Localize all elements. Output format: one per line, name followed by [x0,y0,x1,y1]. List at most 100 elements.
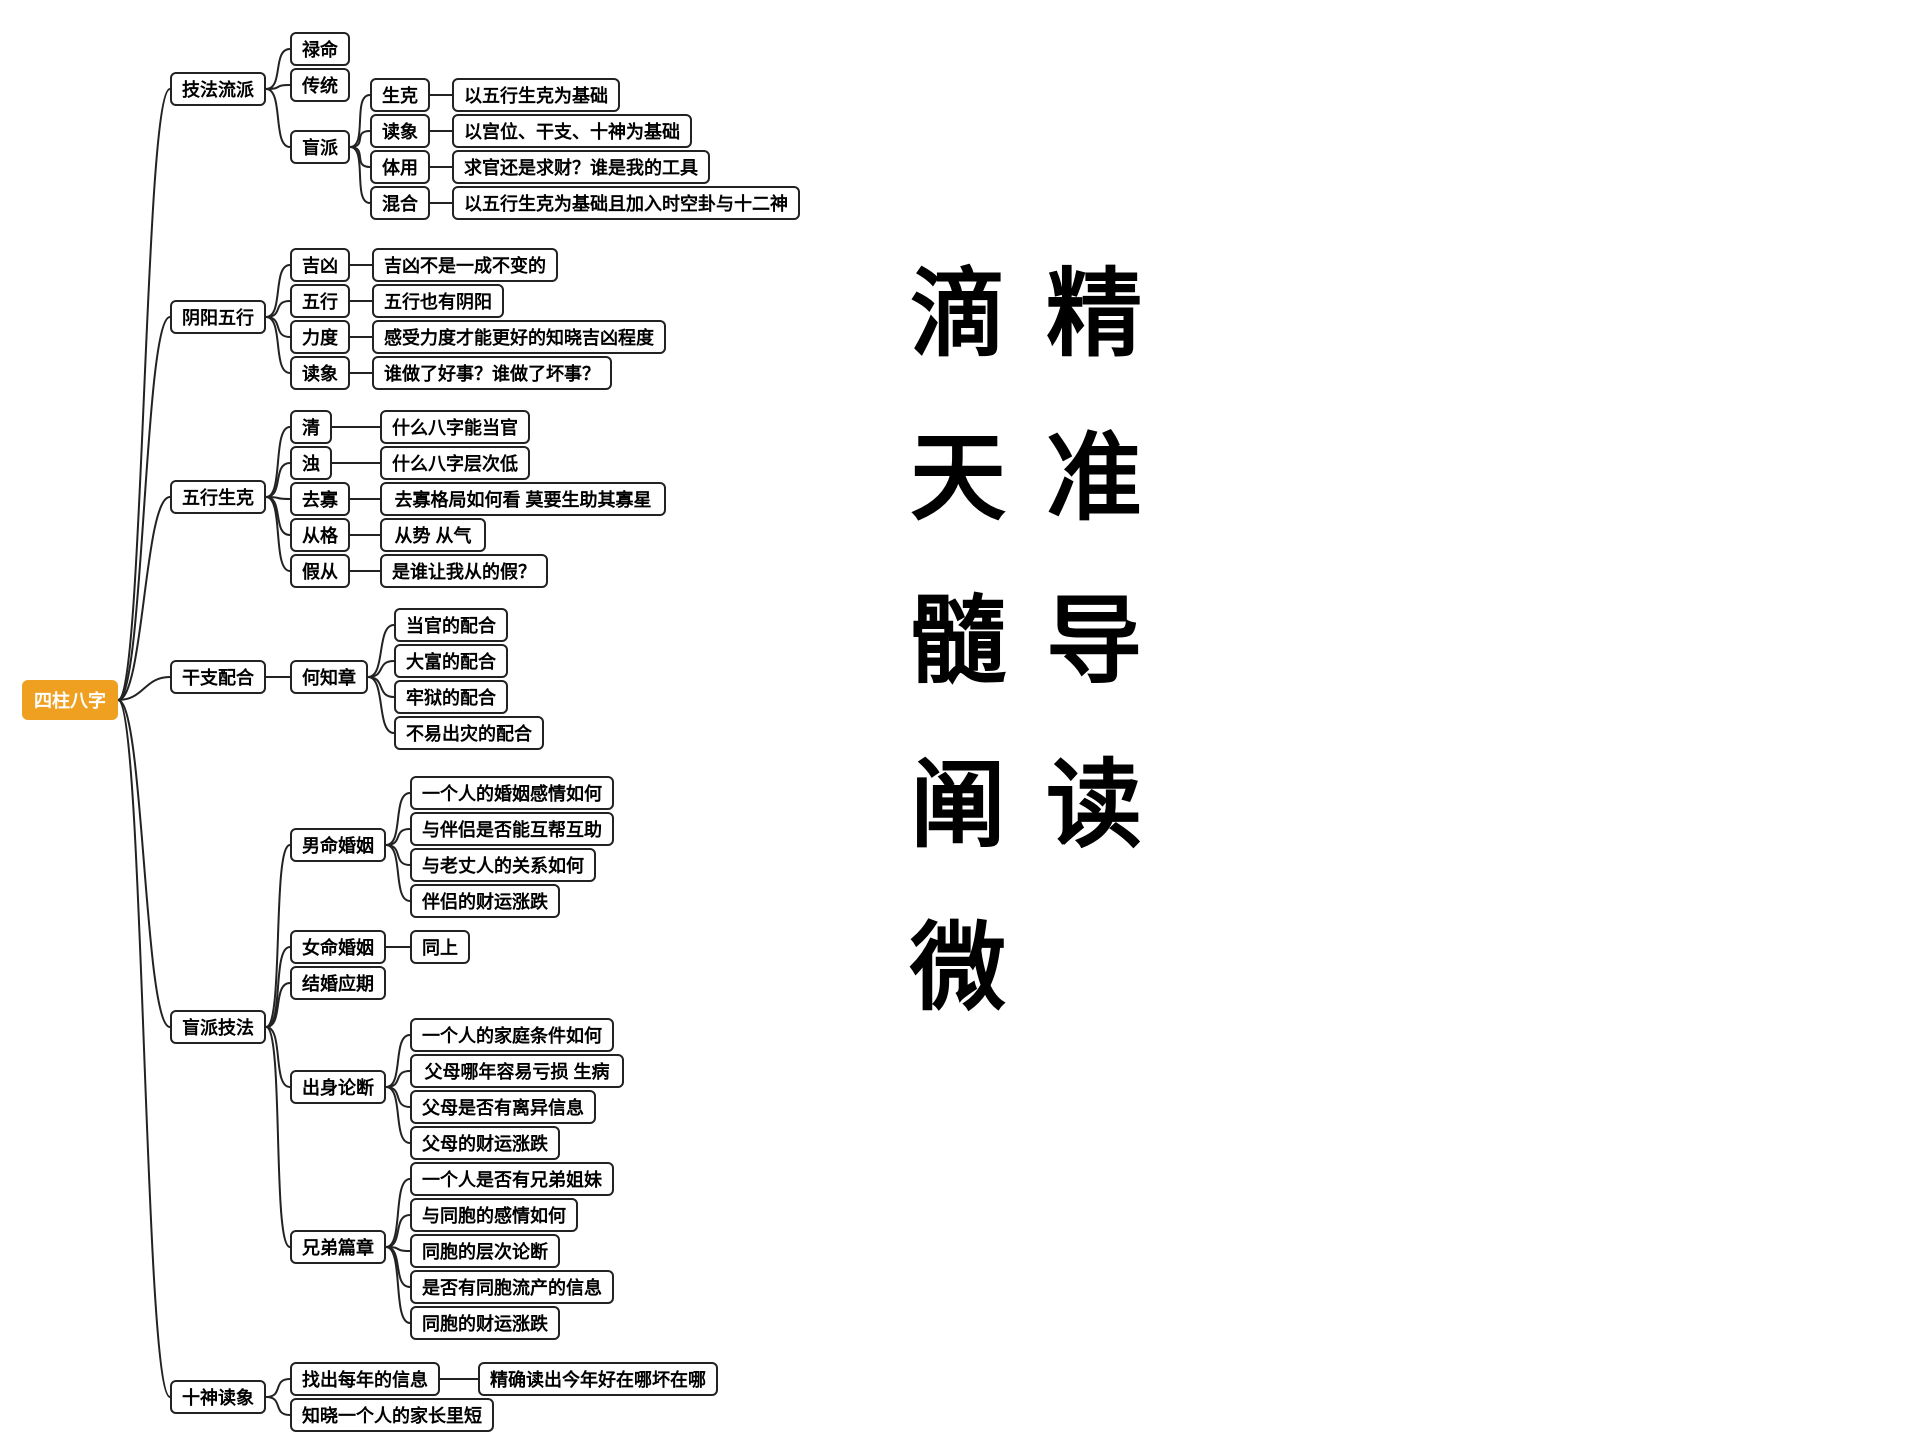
node-n1c2: 读象 [370,114,430,148]
node-n1a: 禄命 [290,32,350,66]
node-n6: 十神读象 [170,1380,266,1414]
node-n4a: 何知章 [290,660,368,694]
node-n2b1: 五行也有阴阳 [372,284,504,318]
node-label: 阴阳五行 [182,304,254,330]
node-label: 男命婚姻 [302,832,374,858]
node-label: 从格 [302,522,338,548]
headline-char: 准 [1046,414,1142,544]
edge [386,1035,410,1087]
headline-char: 微 [910,904,1006,1034]
edge [266,983,290,1027]
node-n4a3: 牢狱的配合 [394,680,508,714]
node-n3e1: 是谁让我从的假？ [380,554,548,588]
node-label: 同上 [422,934,458,960]
node-label: 兄弟篇章 [302,1234,374,1260]
edge [118,317,170,700]
edge [266,497,290,571]
node-label: 五行也有阴阳 [384,288,492,314]
headline-column: 精准导读 [1046,250,1142,1034]
edge [266,463,290,497]
edge [266,265,290,317]
edge [266,497,290,499]
node-label: 一个人是否有兄弟姐妹 [422,1166,602,1192]
node-n2a1: 吉凶不是一成不变的 [372,248,558,282]
node-n3c: 去寡 [290,482,350,516]
node-n3a: 清 [290,410,332,444]
node-n5b1: 同上 [410,930,470,964]
node-label: 父母的财运涨跌 [422,1130,548,1156]
node-label: 去寡 [302,486,338,512]
node-label: 禄命 [302,36,338,62]
node-n5a3: 与老丈人的关系如何 [410,848,596,882]
node-n5: 盲派技法 [170,1010,266,1044]
node-n4a4: 不易出灾的配合 [394,716,544,750]
edge [386,793,410,845]
headline-char: 阐 [910,741,1006,871]
node-label: 干支配合 [182,664,254,690]
node-n5d4: 父母的财运涨跌 [410,1126,560,1160]
node-n5e4: 是否有同胞流产的信息 [410,1270,614,1304]
node-label: 大富的配合 [406,648,496,674]
edge [386,1215,410,1247]
node-n4a1: 当官的配合 [394,608,508,642]
headline-column: 滴天髓阐微 [910,250,1006,1034]
node-label: 以五行生克为基础 [464,82,608,108]
node-n1c4d: 以五行生克为基础且加入时空卦与十二神 [452,186,800,220]
node-n2a: 吉凶 [290,248,350,282]
node-label: 力度 [302,324,338,350]
edge [266,301,290,317]
node-label: 读象 [382,118,418,144]
node-label: 找出每年的信息 [302,1366,428,1392]
node-label: 同胞的财运涨跌 [422,1310,548,1336]
edge [266,845,290,1027]
node-label: 牢狱的配合 [406,684,496,710]
edge [118,700,170,1397]
node-label: 与同胞的感情如何 [422,1202,566,1228]
edge [266,89,290,147]
node-n6b: 知晓一个人的家长里短 [290,1398,494,1432]
node-label: 假从 [302,558,338,584]
node-label: 吉凶不是一成不变的 [384,252,546,278]
mindmap-canvas: 滴天髓阐微精准导读 四柱八字技法流派禄命传统盲派生克读象体用混合以五行生克为基础… [0,0,1921,1440]
node-n4a2: 大富的配合 [394,644,508,678]
edge [386,1247,410,1323]
edge [386,829,410,845]
edge [118,89,170,700]
node-n5d: 出身论断 [290,1070,386,1104]
node-label: 五行生克 [182,484,254,510]
edge [266,1379,290,1397]
node-label: 感受力度才能更好的知晓吉凶程度 [384,324,654,350]
node-n2d: 读象 [290,356,350,390]
node-n5e2: 与同胞的感情如何 [410,1198,578,1232]
node-n1c3d: 求官还是求财？谁是我的工具 [452,150,710,184]
edge [266,497,290,535]
edge [350,147,370,167]
node-n2b: 五行 [290,284,350,318]
node-label: 求官还是求财？谁是我的工具 [464,154,698,180]
node-label: 出身论断 [302,1074,374,1100]
headline-char: 滴 [910,250,1006,380]
node-label: 何知章 [302,664,356,690]
node-n5c: 结婚应期 [290,966,386,1000]
node-n3e: 假从 [290,554,350,588]
node-label: 浊 [302,450,320,476]
node-label: 以宫位、干支、十神为基础 [464,118,680,144]
node-label: 一个人的家庭条件如何 [422,1022,602,1048]
node-n1c1: 生克 [370,78,430,112]
node-label: 十神读象 [182,1384,254,1410]
node-label: 知晓一个人的家长里短 [302,1402,482,1428]
edge [386,845,410,901]
headline-char: 读 [1046,741,1142,871]
headline-title: 滴天髓阐微精准导读 [910,250,1142,1034]
node-n3d: 从格 [290,518,350,552]
node-n5e3: 同胞的层次论断 [410,1234,560,1268]
edge [368,625,394,677]
node-n5d1: 一个人的家庭条件如何 [410,1018,614,1052]
node-label: 同胞的层次论断 [422,1238,548,1264]
node-n5a2: 与伴侣是否能互帮互助 [410,812,614,846]
node-n5b: 女命婚姻 [290,930,386,964]
node-n2c: 力度 [290,320,350,354]
node-label: 什么八字层次低 [392,450,518,476]
edge [266,427,290,497]
node-label: 女命婚姻 [302,934,374,960]
